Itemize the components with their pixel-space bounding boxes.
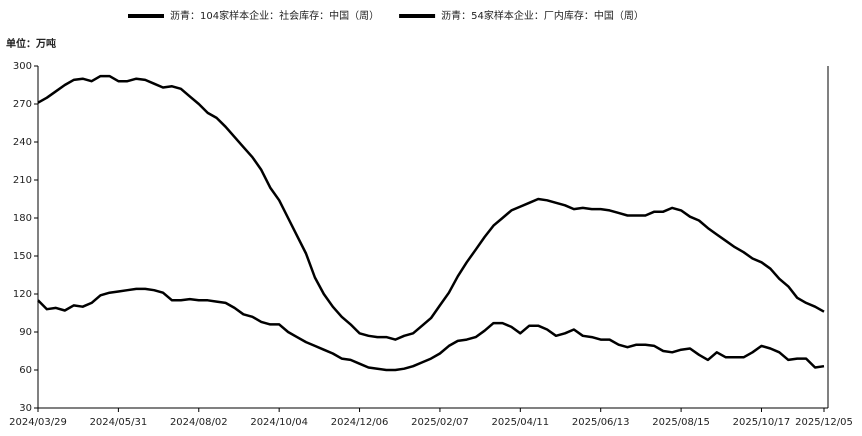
x-tick-label: 2025/08/15 bbox=[652, 417, 710, 428]
x-tick-label: 2024/12/06 bbox=[331, 417, 389, 428]
y-tick-label: 60 bbox=[19, 365, 32, 376]
y-tick-label: 270 bbox=[13, 99, 32, 110]
unit-label: 单位：万吨 bbox=[6, 37, 56, 50]
y-tick-label: 180 bbox=[13, 213, 32, 224]
x-tick-label: 2024/05/31 bbox=[90, 417, 148, 428]
legend-label: 沥青：104家样本企业：社会库存：中国（周） bbox=[170, 9, 379, 22]
x-tick-label: 2024/03/29 bbox=[9, 417, 67, 428]
x-tick-label: 2024/10/04 bbox=[250, 417, 308, 428]
x-tick-label: 2024/08/02 bbox=[170, 417, 228, 428]
line-series bbox=[37, 287, 825, 372]
x-tick-label: 2025/06/13 bbox=[572, 417, 630, 428]
x-tick-label: 2025/02/07 bbox=[411, 417, 469, 428]
y-tick-label: 120 bbox=[13, 289, 32, 300]
x-tick-label: 2025/12/05 bbox=[795, 417, 853, 428]
y-tick-label: 240 bbox=[13, 137, 32, 148]
y-tick-label: 150 bbox=[13, 251, 32, 262]
legend-label: 沥青：54家样本企业：厂内库存：中国（周） bbox=[441, 9, 644, 22]
x-tick-label: 2025/04/11 bbox=[491, 417, 549, 428]
y-tick-label: 30 bbox=[19, 403, 32, 414]
y-tick-label: 90 bbox=[19, 327, 32, 338]
x-tick-label: 2025/10/17 bbox=[733, 417, 791, 428]
line-series bbox=[37, 74, 825, 341]
y-tick-label: 210 bbox=[13, 175, 32, 186]
y-tick-label: 300 bbox=[13, 61, 32, 72]
